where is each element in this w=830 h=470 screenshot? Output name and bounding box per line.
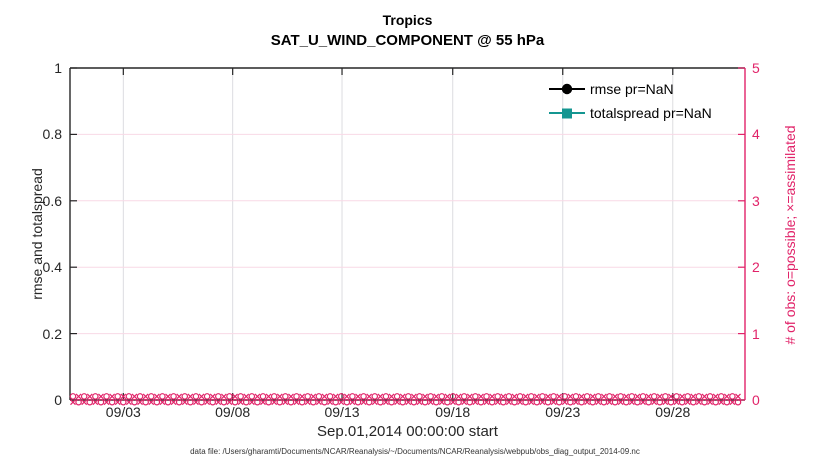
y-right-tick-label: 0 — [752, 392, 760, 408]
y-left-tick-label: 0.2 — [42, 325, 62, 342]
legend-row-rmse: rmse pr=NaN — [548, 79, 712, 99]
chart-title-block: Tropics SAT_U_WIND_COMPONENT @ 55 hPa — [70, 10, 745, 52]
totalspread-line-marker-icon — [549, 108, 585, 119]
y-right-tick-label: 3 — [752, 192, 760, 209]
x-tick-label: 09/13 — [324, 404, 360, 420]
x-tick-label: 09/23 — [545, 404, 581, 420]
legend: rmse pr=NaN totalspread pr=NaN — [548, 79, 712, 123]
y-left-tick-label: 0 — [54, 392, 62, 408]
y-right-tick-label: 1 — [752, 325, 760, 342]
y-left-tick-label: 0.8 — [42, 126, 62, 143]
x-tick-label: 09/28 — [655, 404, 691, 420]
x-tick-label: 09/03 — [105, 404, 141, 420]
legend-row-totalspread: totalspread pr=NaN — [548, 103, 712, 123]
y-right-tick-label: 5 — [752, 60, 760, 76]
data-file-caption: data file: /Users/gharamti/Documents/NCA… — [190, 447, 640, 456]
legend-label-rmse: rmse pr=NaN — [590, 81, 674, 97]
y-left-tick-label: 0.4 — [42, 259, 62, 276]
y-right-tick-label: 4 — [752, 126, 760, 143]
x-axis-label: Sep.01,2014 00:00:00 start — [317, 423, 498, 440]
legend-label-totalspread: totalspread pr=NaN — [590, 105, 712, 121]
x-tick-label: 09/08 — [215, 404, 251, 420]
y-left-tick-label: 0.6 — [42, 192, 62, 209]
y-right-tick-label: 2 — [752, 259, 760, 276]
chart-title: Tropics — [382, 12, 433, 28]
x-tick-label: 09/18 — [435, 404, 471, 420]
rmse-line-marker-icon — [549, 83, 585, 95]
y-left-tick-label: 1 — [54, 60, 62, 76]
chart-subtitle: SAT_U_WIND_COMPONENT @ 55 hPa — [270, 32, 545, 49]
